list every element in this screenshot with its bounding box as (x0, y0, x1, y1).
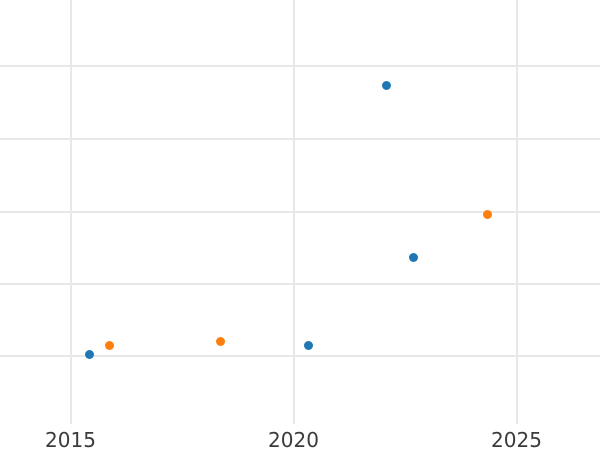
horizontal-gridline (0, 137, 600, 140)
vertical-gridline (292, 0, 295, 424)
horizontal-gridline (0, 210, 600, 213)
blue-series-point (84, 350, 94, 359)
horizontal-gridline (0, 64, 600, 67)
x-tick-label-2015: 2015 (45, 428, 96, 450)
blue-series-point (381, 80, 391, 90)
horizontal-gridline (0, 282, 600, 285)
vertical-gridline (515, 0, 518, 424)
vertical-gridline (69, 0, 72, 424)
orange-series-point (215, 337, 225, 346)
horizontal-gridline (0, 354, 600, 357)
x-tick-label-2020: 2020 (268, 428, 319, 450)
x-tick-label-2025: 2025 (491, 428, 542, 450)
orange-series-point (482, 209, 492, 219)
blue-series-point (303, 340, 313, 350)
orange-series-point (104, 341, 114, 350)
blue-series-point (409, 252, 418, 262)
